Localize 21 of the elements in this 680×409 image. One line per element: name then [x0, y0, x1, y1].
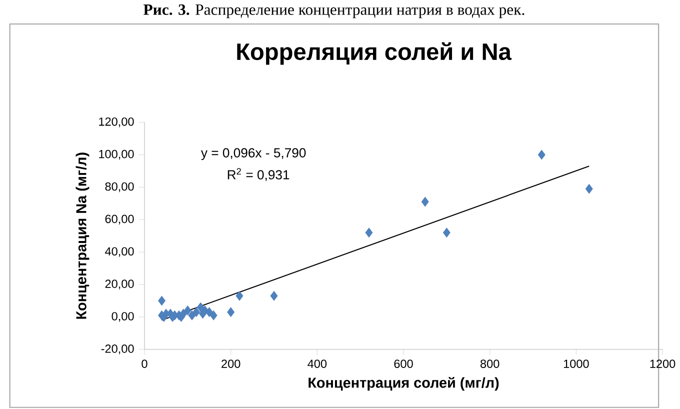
x-tick-label: 200: [222, 359, 240, 368]
y-tick-label: 100,00: [99, 150, 134, 160]
y-tick-label: 0,00: [112, 312, 134, 322]
y-tick-label: 20,00: [105, 279, 134, 290]
x-tick-label: 600: [394, 359, 413, 368]
x-tick-label: 1000: [564, 359, 589, 368]
y-tick-label: -20,00: [101, 344, 134, 354]
y-tick-label: 60,00: [105, 214, 134, 224]
annotation: y = 0,096x - 5,790: [200, 148, 306, 160]
y-tick-label: 40,00: [105, 247, 134, 257]
x-axis-title: Концентрация солей (мг/л): [308, 376, 499, 390]
x-tick-label: 1200: [650, 359, 676, 368]
x-tick-label: 0: [142, 359, 148, 368]
text: Рис. 3. Распределение концентрации натрия в водах рек.: [143, 4, 524, 18]
chart-title: Корреляция солей и Na: [237, 42, 512, 65]
y-tick-label: 80,00: [105, 182, 134, 192]
x-tick-label: 400: [308, 359, 327, 368]
x-tick-label: 800: [480, 359, 500, 368]
annotation: R$^{2}$ = 0,931: [228, 168, 290, 181]
y-tick-label: 120,00: [99, 117, 134, 128]
y-axis-title: Концентрация Na (мг/л): [76, 152, 90, 319]
